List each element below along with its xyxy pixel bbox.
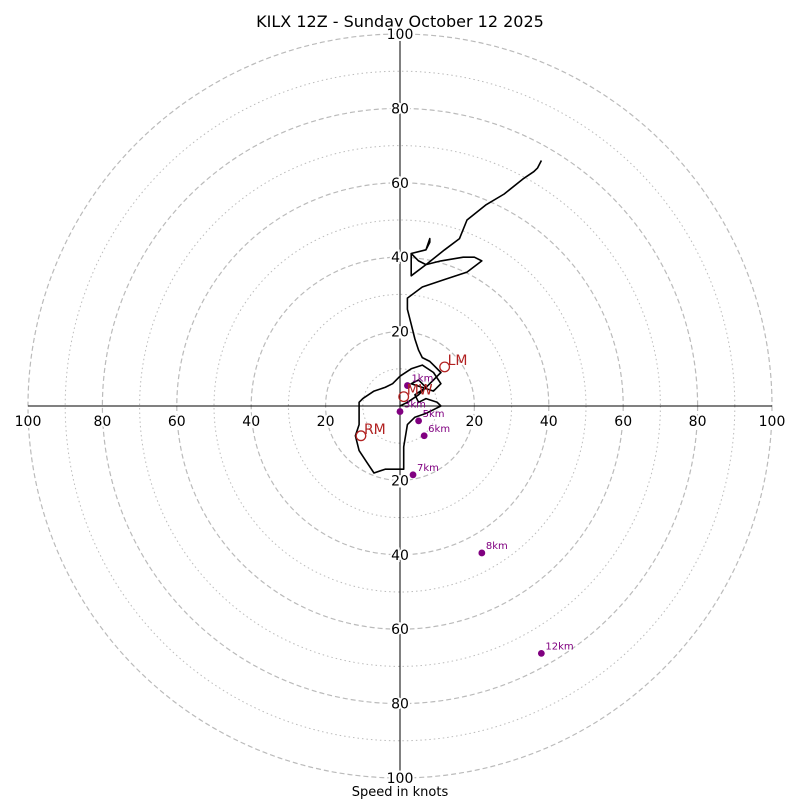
y-tick-label: 60	[391, 622, 409, 638]
height-label-8km: 8km	[486, 541, 508, 552]
x-tick-label: 20	[317, 414, 335, 430]
motion-marker-RM	[355, 430, 367, 442]
motion-label-RM: RM	[364, 422, 386, 438]
x-tick-label: 80	[93, 414, 111, 430]
storm-motion-markers: LM MW RM	[355, 353, 468, 442]
x-tick-label: 60	[168, 414, 186, 430]
height-marker-12km	[537, 649, 545, 657]
height-label-3km: 3km	[404, 400, 426, 411]
motion-label-MW: MW	[407, 383, 433, 399]
chart-title: KILX 12Z - Sunday October 12 2025	[256, 12, 544, 31]
motion-marker-MW	[398, 391, 410, 403]
height-label-5km: 5km	[423, 409, 445, 420]
y-tick-label: 100	[387, 771, 414, 787]
height-marker-7km	[409, 471, 417, 479]
x-tick-label: 20	[465, 414, 483, 430]
motion-label-LM: LM	[448, 353, 468, 369]
y-tick-label: 20	[391, 473, 409, 489]
x-tick-label: 100	[759, 414, 786, 430]
height-marker-5km	[415, 417, 422, 425]
x-tick-label: 100	[15, 414, 42, 430]
y-tick-label: 40	[391, 548, 409, 564]
height-marker-1km	[404, 382, 411, 389]
height-marker-6km	[420, 432, 428, 440]
height-label-1km: 1km	[411, 374, 433, 385]
y-tick-label: 80	[391, 101, 409, 117]
height-marker-8km	[478, 549, 486, 557]
y-tick-label: 20	[391, 325, 409, 341]
x-axis-label: Speed in knots	[352, 785, 449, 800]
tick-labels: 100 100 80 80 60 60 40 40 20 20 20 20 40 40 60 60 80 80 10…	[13, 25, 788, 789]
x-tick-label: 40	[540, 414, 558, 430]
height-label-7km: 7km	[417, 463, 439, 474]
y-tick-label: 80	[391, 697, 409, 713]
y-tick-label: 40	[391, 250, 409, 266]
y-tick-label: 60	[391, 176, 409, 192]
height-marker-3km	[396, 408, 404, 415]
x-tick-label: 60	[614, 414, 632, 430]
x-tick-label: 80	[689, 414, 707, 430]
y-tick-label: 100	[387, 27, 414, 43]
height-label-12km: 12km	[545, 641, 573, 652]
motion-marker-LM	[439, 361, 451, 373]
hodograph-trace	[354, 160, 543, 474]
x-tick-label: 40	[242, 414, 260, 430]
height-label-6km: 6km	[428, 424, 450, 435]
hodograph-line	[354, 160, 543, 474]
